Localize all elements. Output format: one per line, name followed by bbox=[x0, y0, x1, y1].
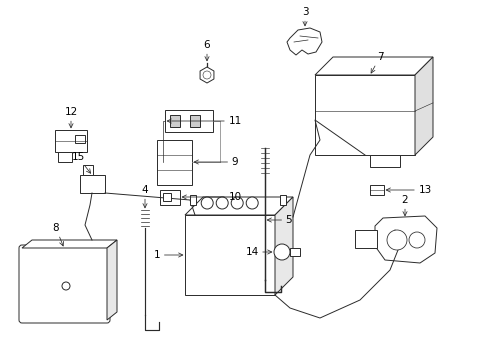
Bar bbox=[164, 110, 213, 132]
Circle shape bbox=[201, 197, 213, 209]
Bar bbox=[184, 215, 274, 295]
Circle shape bbox=[408, 232, 424, 248]
Circle shape bbox=[62, 282, 70, 290]
Text: 8: 8 bbox=[53, 223, 63, 246]
Text: 7: 7 bbox=[370, 52, 383, 73]
Bar bbox=[170, 115, 180, 127]
Polygon shape bbox=[107, 240, 117, 320]
Text: 4: 4 bbox=[142, 185, 148, 208]
Text: 2: 2 bbox=[401, 195, 407, 216]
Bar bbox=[157, 140, 192, 185]
Text: 14: 14 bbox=[245, 247, 271, 257]
Bar bbox=[80, 175, 105, 193]
Text: 12: 12 bbox=[64, 107, 78, 128]
Polygon shape bbox=[200, 67, 213, 83]
Text: 15: 15 bbox=[71, 152, 90, 173]
Text: 1: 1 bbox=[153, 250, 183, 260]
Bar bbox=[58, 152, 72, 162]
Circle shape bbox=[231, 197, 243, 209]
Circle shape bbox=[216, 197, 228, 209]
Circle shape bbox=[386, 230, 406, 250]
Bar bbox=[160, 190, 180, 205]
Bar bbox=[354, 230, 376, 248]
Text: 3: 3 bbox=[301, 7, 307, 26]
Bar bbox=[190, 115, 200, 127]
Text: 11: 11 bbox=[167, 116, 241, 126]
Bar bbox=[163, 193, 171, 201]
Bar bbox=[289, 248, 299, 256]
Text: 9: 9 bbox=[194, 157, 238, 167]
Bar bbox=[314, 75, 414, 155]
Bar bbox=[83, 165, 93, 175]
Polygon shape bbox=[374, 216, 436, 263]
Polygon shape bbox=[184, 197, 292, 215]
Polygon shape bbox=[414, 57, 432, 155]
Polygon shape bbox=[286, 28, 321, 55]
Polygon shape bbox=[274, 197, 292, 295]
Bar bbox=[75, 135, 85, 143]
Text: 6: 6 bbox=[203, 40, 210, 61]
Text: 5: 5 bbox=[267, 215, 292, 225]
Text: 13: 13 bbox=[386, 185, 431, 195]
FancyBboxPatch shape bbox=[19, 245, 110, 323]
Polygon shape bbox=[369, 155, 399, 167]
Circle shape bbox=[245, 197, 258, 209]
Circle shape bbox=[273, 244, 289, 260]
Bar bbox=[55, 130, 87, 152]
Circle shape bbox=[203, 71, 210, 79]
Text: 10: 10 bbox=[182, 192, 241, 202]
Bar bbox=[369, 185, 383, 195]
Bar bbox=[190, 195, 196, 205]
Polygon shape bbox=[22, 240, 117, 248]
Polygon shape bbox=[314, 57, 432, 75]
Bar bbox=[279, 195, 285, 205]
